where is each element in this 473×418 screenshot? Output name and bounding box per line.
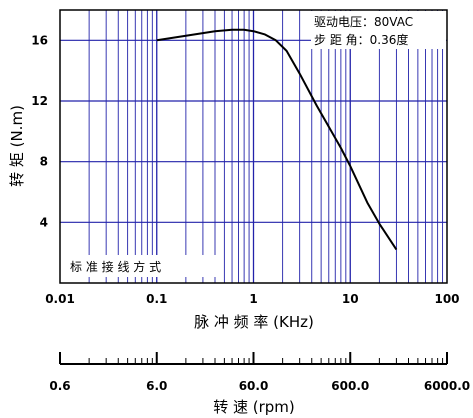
grid-lines — [60, 10, 447, 283]
y-axis-title: 转 矩 (N.m) — [8, 105, 26, 187]
y-tick-labels: 4 8 12 16 — [31, 33, 48, 229]
wiring-label-box — [66, 255, 216, 277]
x-tick-label: 0.01 — [45, 292, 75, 306]
x-tick-labels: 0.01 0.1 1 10 100 — [45, 292, 459, 306]
wiring-label: 标 准 接 线 方 式 — [70, 259, 161, 274]
y-tick-label: 4 — [40, 215, 48, 229]
x-axis-title: 脉 冲 频 率 (KHz) — [194, 313, 314, 331]
x-tick-label: 10 — [342, 292, 359, 306]
y-tick-label: 12 — [31, 94, 48, 108]
annotation-box — [311, 11, 446, 49]
x-tick-label: 0.1 — [146, 292, 167, 306]
rpm-tick-label: 600.0 — [331, 379, 369, 393]
step-angle-label: 步 距 角：0.36度 — [314, 32, 408, 47]
rpm-tick-label: 0.6 — [49, 379, 70, 393]
drive-voltage-label: 驱动电压：80VAC — [314, 15, 413, 29]
torque-curve-series — [156, 28, 398, 251]
y-tick-label: 16 — [31, 33, 48, 47]
x-tick-label: 1 — [249, 292, 257, 306]
rpm-axis-title: 转 速 (rpm) — [213, 398, 295, 416]
torque-curve — [156, 28, 398, 251]
x-tick-label: 100 — [434, 292, 459, 306]
plot-frame — [59, 9, 448, 284]
rpm-tick-label: 6000.0 — [424, 379, 470, 393]
rpm-axis: 0.6 6.0 60.0 600.0 6000.0 — [49, 352, 470, 393]
rpm-tick-label: 6.0 — [146, 379, 167, 393]
rpm-tick-label: 60.0 — [239, 379, 269, 393]
y-tick-label: 8 — [40, 155, 48, 169]
